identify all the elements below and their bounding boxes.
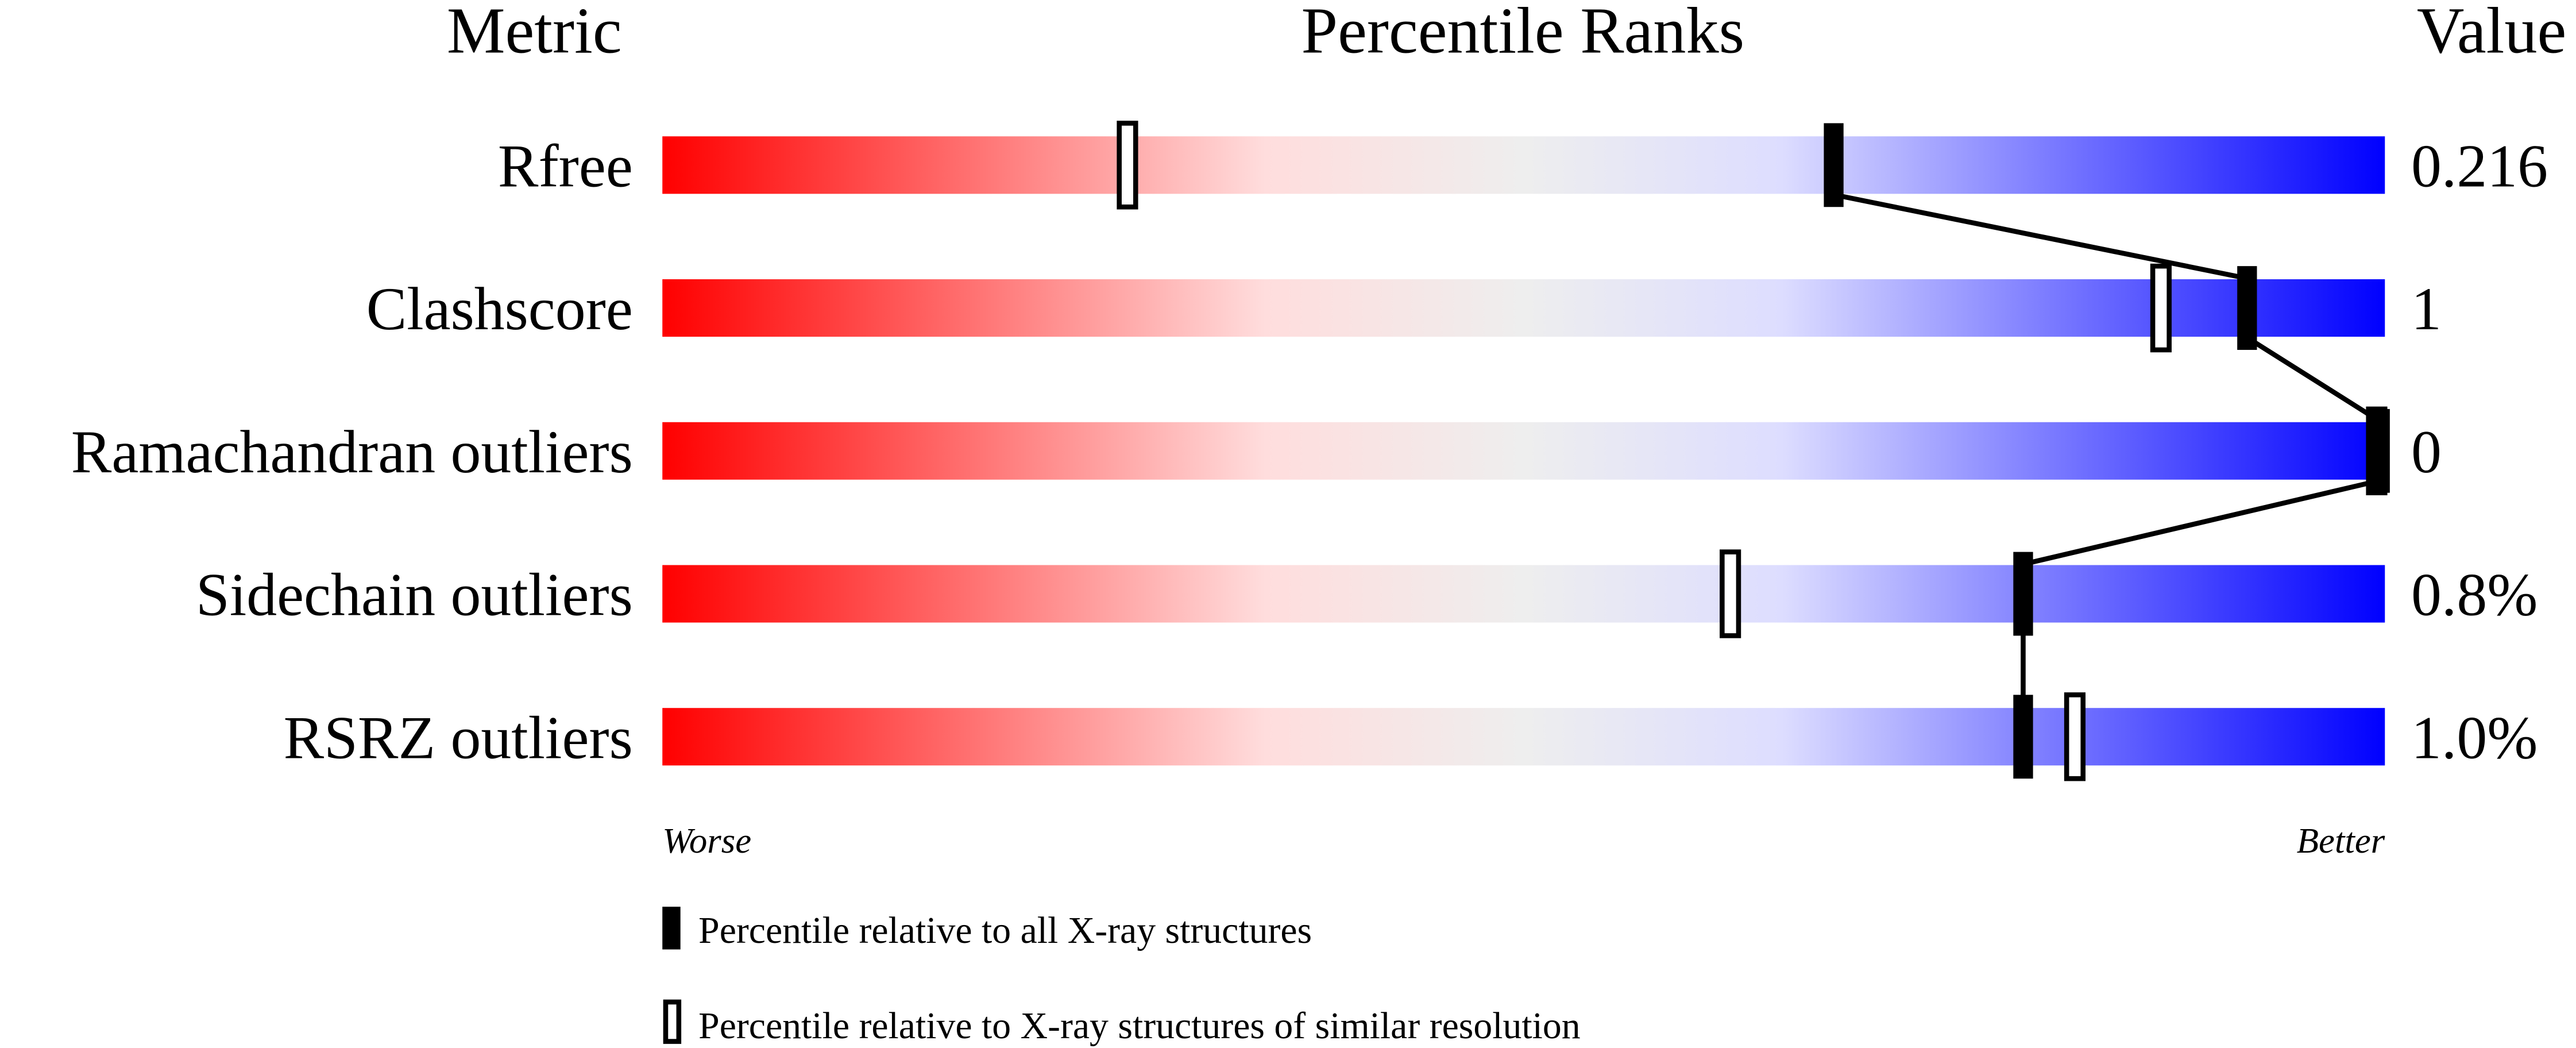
marker-similar-resolution [1720, 549, 1741, 638]
marker-all-structures [1824, 123, 1844, 207]
header-value: Value [2417, 0, 2566, 67]
metric-value: 0 [2411, 418, 2442, 486]
connector-line [1833, 192, 2248, 281]
percentile-bar-track [662, 565, 2385, 623]
axis-label-worse: Worse [662, 820, 751, 861]
header-metric: Metric [447, 0, 622, 67]
legend-all: Percentile relative to all X-ray structu… [698, 910, 1312, 951]
axis-label-better: Better [2297, 820, 2385, 861]
metric-value: 0.216 [2411, 132, 2548, 199]
metric-label: Clashscore [366, 275, 633, 342]
metric-value: 0.8% [2411, 561, 2538, 629]
metric-value: 1.0% [2411, 704, 2538, 771]
metric-label: Ramachandran outliers [71, 418, 633, 486]
metric-value: 1 [2411, 275, 2442, 342]
legend-marker-all [662, 907, 681, 950]
connector-line [2246, 335, 2381, 423]
marker-all-structures [2237, 266, 2257, 350]
header-percentile-ranks: Percentile Ranks [1301, 0, 1745, 67]
percentile-bar-track [662, 279, 2385, 337]
marker-similar-resolution [1117, 121, 1138, 210]
metric-label: Sidechain outliers [196, 561, 633, 629]
marker-all-structures [2013, 552, 2033, 636]
legend-marker-similar [663, 999, 682, 1044]
marker-similar-resolution [2064, 692, 2086, 781]
connector-line [2022, 478, 2381, 567]
marker-all-structures [2370, 409, 2390, 493]
metric-label: Rfree [498, 132, 633, 199]
marker-all-structures [2013, 695, 2033, 779]
metric-label: RSRZ outliers [284, 704, 633, 771]
percentile-bar-track [662, 136, 2385, 194]
legend-similar: Percentile relative to X-ray structures … [698, 1005, 1581, 1047]
marker-similar-resolution [2150, 263, 2172, 353]
percentile-bar-track [662, 708, 2385, 766]
percentile-bar-track [662, 422, 2385, 480]
